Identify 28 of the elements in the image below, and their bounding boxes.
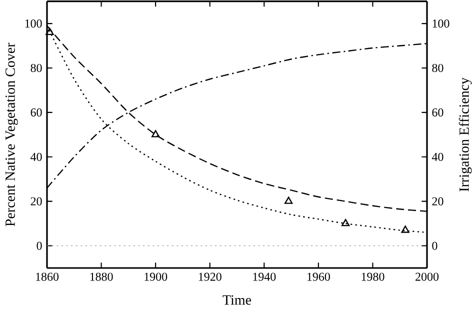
x-tick-label: 1960 [307, 272, 330, 281]
x-tick-label: 1900 [144, 272, 168, 281]
y-tick-label: 20 [30, 197, 42, 206]
y2-tick-label: 60 [432, 108, 444, 116]
y-tick-label: 0 [36, 242, 42, 250]
point [342, 218, 350, 226]
x-tick-label: 1880 [90, 272, 113, 281]
y-tick-label: 60 [30, 108, 42, 116]
point [284, 196, 293, 204]
y-tick-label: 100 [25, 20, 42, 28]
y-axis-title: Percent Native Vegetation Cover [6, 42, 18, 226]
y2-tick-label: 40 [432, 152, 444, 161]
x-axis-title: Time [222, 295, 252, 305]
x-tick-label: 1920 [198, 272, 222, 281]
y-tick-label: 40 [30, 152, 42, 161]
point [152, 130, 160, 138]
y2-tick-label: 0 [432, 242, 438, 250]
point [46, 28, 54, 36]
point [401, 226, 410, 233]
y2-axis-title: Irrigation Efficiency [458, 77, 472, 192]
y2-tick-label: 100 [432, 20, 450, 28]
x-tick-label: 1940 [253, 272, 276, 281]
y2-tick-label: 20 [432, 197, 444, 206]
x-tick-label: 1980 [362, 272, 384, 281]
y2-tick-label: 80 [432, 64, 444, 72]
x-tick-label: 2000 [416, 272, 439, 281]
x-tick-label: 1860 [36, 272, 59, 281]
y-tick-label: 80 [30, 64, 42, 72]
